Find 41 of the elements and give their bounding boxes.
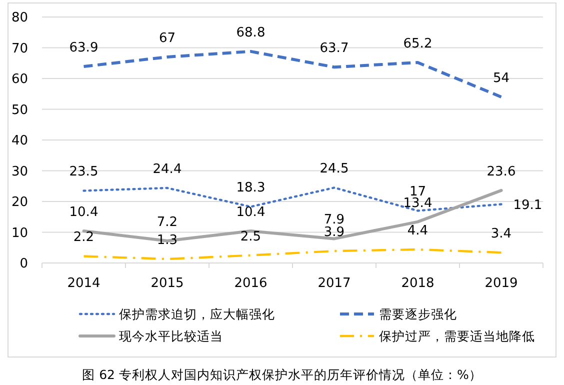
x-tick-label: 2017 [318,276,351,291]
data-label: 2.2 [73,230,94,246]
data-label: 10.4 [236,205,266,220]
y-tick-label: 40 [11,134,28,148]
legend-label: 保护需求迫切，应大幅强化 [119,306,275,322]
y-tick-label: 50 [11,102,28,118]
y-tick-label: 10 [11,226,28,241]
data-label: 54 [492,70,510,86]
y-tick-label: 30 [11,164,28,180]
data-label: 67 [158,30,176,46]
text: 图 62 专利权人对国内知识产权保护水平的历年评价情况（单位：%） [82,367,482,382]
data-label: 1.3 [156,233,178,248]
x-tick-label: 2019 [484,276,518,291]
y-tick-label: 0 [20,256,28,272]
y-tick-label: 60 [11,72,28,87]
data-label: 65.2 [403,36,432,52]
data-label: 24.4 [152,162,182,177]
data-label: 23.6 [486,164,516,180]
data-label: 4.4 [407,223,428,238]
data-label: 63.7 [320,41,349,56]
x-tick-label: 2018 [401,276,434,291]
data-label: 23.5 [69,164,98,180]
legend-label: 保护过严，需要适当地降低 [379,328,535,344]
x-tick-label: 2014 [67,276,100,291]
data-label: 18.3 [236,180,266,196]
data-label: 7.2 [156,214,178,230]
y-tick-label: 70 [11,41,28,56]
x-tick-label: 2015 [150,276,184,291]
data-label: 2.5 [240,229,262,244]
data-label: 24.5 [320,162,349,177]
y-tick-label: 80 [11,10,28,26]
legend-label: 现今水平比较适当 [119,328,223,344]
y-tick-label: 20 [11,195,28,210]
data-label: 63.9 [69,40,98,56]
x-tick-label: 2016 [234,276,268,291]
data-label: 19.1 [513,198,542,213]
data-label: 10.4 [69,205,98,220]
legend-label: 需要逐步强化 [379,306,457,322]
data-label: 3.4 [490,226,512,242]
data-label: 68.8 [236,25,266,40]
data-label: 3.9 [324,225,345,240]
